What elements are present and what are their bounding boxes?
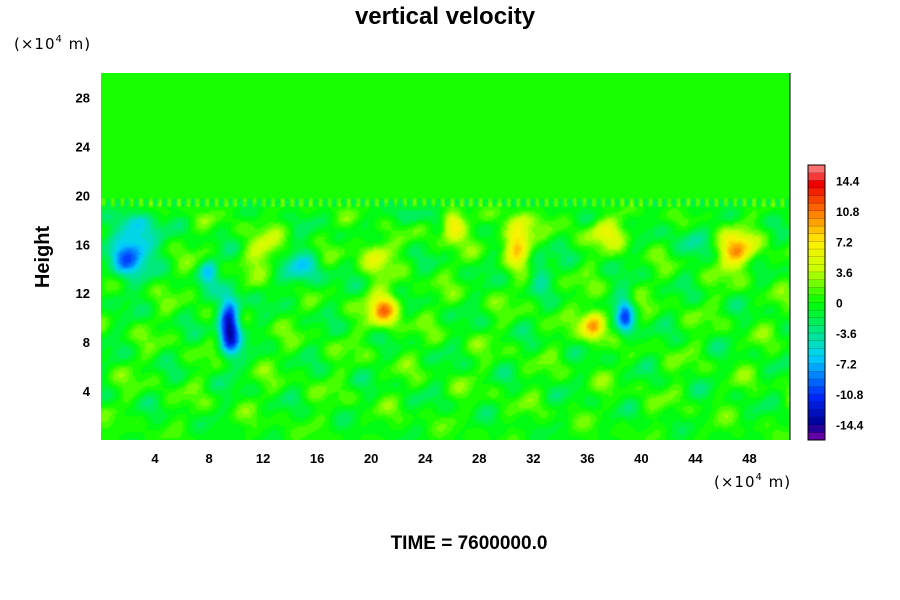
- colorbar-band: [808, 348, 825, 357]
- y-tick-label: 24: [76, 139, 91, 154]
- colorbar-ticks: 14.4 10.8 7.2 3.6 0 -3.6 -7.2 -10.8 -14.4: [836, 174, 864, 432]
- y-axis-unit: (×104 m): [14, 34, 91, 53]
- x-tick-label: 4: [151, 451, 159, 466]
- y-axis-label: Height: [32, 226, 54, 289]
- y-axis-ticks: 4 8 12 16 20 24 28: [76, 90, 91, 399]
- colorbar-band: [808, 363, 825, 372]
- colorbar-band: [808, 180, 825, 189]
- time-label: TIME = 7600000.0: [391, 533, 548, 554]
- colorbar-band: [808, 287, 825, 296]
- colorbar-band: [808, 394, 825, 403]
- x-tick-label: 44: [688, 451, 703, 466]
- x-axis-unit: (×104 m): [714, 472, 791, 491]
- y-tick-label: 4: [83, 384, 91, 399]
- colorbar-band: [808, 249, 825, 257]
- colorbar-band: [808, 401, 825, 410]
- colorbar-band: [808, 241, 825, 250]
- x-tick-label: 24: [418, 451, 433, 466]
- colorbar-band: [808, 256, 825, 265]
- colorbar-tick-label: -10.8: [836, 388, 864, 402]
- colorbar-tick-label: 10.8: [836, 205, 860, 219]
- colorbar-frame: [807, 164, 826, 441]
- colorbar-band: [808, 226, 825, 235]
- colorbar-band: [808, 294, 825, 303]
- colorbar-band: [808, 271, 825, 280]
- colorbar: [807, 164, 826, 441]
- colorbar-tick-label: 7.2: [836, 235, 853, 249]
- colorbar-band: [808, 233, 825, 242]
- x-tick-label: 12: [256, 451, 270, 466]
- colorbar-band: [808, 325, 825, 334]
- y-tick-label: 20: [76, 188, 90, 203]
- x-tick-label: 40: [634, 451, 648, 466]
- colorbar-band: [808, 371, 825, 380]
- x-axis-ticks: 4 8 12 16 20 24 28 32 36 40 44 48: [151, 451, 756, 466]
- colorbar-band: [808, 417, 825, 426]
- y-tick-label: 28: [76, 90, 90, 105]
- colorbar-band: [808, 409, 825, 418]
- colorbar-band: [808, 333, 825, 341]
- colorbar-band: [808, 424, 825, 433]
- x-tick-label: 36: [580, 451, 594, 466]
- x-tick-label: 20: [364, 451, 378, 466]
- colorbar-tick-label: 3.6: [836, 266, 853, 280]
- colorbar-band: [808, 218, 825, 227]
- colorbar-band: [808, 165, 825, 173]
- chart-title: vertical velocity: [355, 3, 536, 30]
- x-tick-label: 32: [526, 451, 540, 466]
- colorbar-band: [808, 187, 825, 196]
- colorbar-tick-label: -7.2: [836, 358, 857, 372]
- x-tick-label: 48: [742, 451, 756, 466]
- colorbar-band: [808, 279, 825, 288]
- colorbar-tick-label: 14.4: [836, 174, 860, 188]
- colorbar-band: [808, 264, 825, 273]
- colorbar-band: [808, 432, 825, 441]
- x-tick-label: 8: [205, 451, 212, 466]
- colorbar-band: [808, 378, 825, 387]
- x-tick-label: 16: [310, 451, 324, 466]
- y-tick-label: 12: [76, 286, 90, 301]
- colorbar-band: [808, 203, 825, 212]
- colorbar-tick-label: -14.4: [836, 419, 864, 433]
- y-tick-label: 8: [83, 335, 90, 350]
- x-tick-label: 28: [472, 451, 486, 466]
- colorbar-band: [808, 302, 825, 311]
- colorbar-tick-label: -3.6: [836, 327, 857, 341]
- colorbar-band: [808, 210, 825, 219]
- colorbar-band: [808, 386, 825, 395]
- colorbar-band: [808, 317, 825, 326]
- colorbar-band: [808, 310, 825, 319]
- colorbar-band: [808, 340, 825, 349]
- y-tick-label: 16: [76, 237, 90, 252]
- colorbar-band: [808, 355, 825, 364]
- colorbar-tick-label: 0: [836, 297, 843, 311]
- colorbar-band: [808, 172, 825, 181]
- colorbar-band: [808, 195, 825, 204]
- heatmap-field: [101, 73, 790, 440]
- heatmap-plot-area: [101, 73, 791, 440]
